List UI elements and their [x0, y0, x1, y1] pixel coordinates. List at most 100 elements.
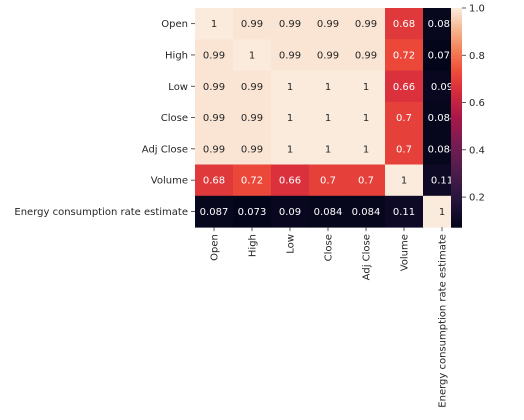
- cell-value-label: 0.99: [241, 113, 263, 124]
- heatmap-cell: [309, 8, 348, 40]
- colorbar-segment: [451, 194, 462, 198]
- colorbar: 0.2 0.4 0.6 0.8 1.0: [451, 4, 485, 228]
- colorbar-segment: [451, 216, 462, 219]
- heatmap-cell: [385, 101, 424, 134]
- cell-value-label: 0.99: [355, 50, 377, 61]
- colorbar-segment: [451, 12, 462, 16]
- heatmap-cell: [233, 39, 272, 72]
- colorbar-segment: [451, 32, 462, 35]
- colorbar-segment: [451, 222, 462, 226]
- colorbar-tick-label: 0.8: [469, 51, 485, 62]
- cell-value-label: 1: [287, 82, 293, 93]
- y-tick-label: Open: [161, 19, 188, 30]
- cell-value-label: 0.7: [396, 113, 412, 124]
- heatmap-cells: 1 0.99 0.99 0.99 0.99 0.68 0.087 0.99 1 0.99 0.99 0…: [195, 8, 462, 228]
- y-tick-label: Energy consumption rate estimate: [14, 207, 188, 218]
- cell-value-label: 0.11: [393, 207, 415, 218]
- cell-value-label: 0.99: [203, 82, 225, 93]
- heatmap-cell: [195, 101, 234, 134]
- colorbar-segment: [451, 124, 462, 127]
- colorbar-segment: [451, 209, 462, 213]
- cell-value-label: 0.68: [203, 176, 225, 187]
- colorbar-segment: [451, 205, 462, 208]
- colorbar-segment: [451, 82, 462, 86]
- cell-value-label: 0.073: [238, 207, 267, 218]
- colorbar-segment: [451, 150, 462, 154]
- cell-value-label: 0.09: [279, 207, 301, 218]
- colorbar-segment: [451, 163, 462, 167]
- y-tick-label: Close: [161, 113, 188, 124]
- cell-value-label: 0.99: [355, 19, 377, 30]
- heatmap-cell: [195, 8, 234, 40]
- colorbar-segment: [451, 213, 462, 217]
- colorbar-segment: [451, 78, 462, 81]
- colorbar-segment: [451, 89, 462, 92]
- colorbar-segment: [451, 165, 462, 169]
- colorbar-segment: [451, 137, 462, 141]
- colorbar-segment: [451, 143, 462, 147]
- colorbar-segment: [451, 21, 462, 24]
- heatmap-cell: [233, 133, 272, 165]
- colorbar-segment: [451, 126, 462, 130]
- heatmap-cell: [347, 164, 386, 197]
- heatmap-cell: [271, 8, 310, 40]
- colorbar-segment: [451, 172, 462, 176]
- heatmap-cell: [195, 39, 234, 72]
- colorbar-segment: [451, 16, 462, 20]
- colorbar-segment: [451, 154, 462, 158]
- cell-value-label: 0.66: [279, 176, 301, 187]
- colorbar-tick-label: 0.2: [469, 193, 485, 204]
- colorbar-segment: [451, 181, 462, 184]
- y-tick-label: Adj Close: [142, 144, 188, 155]
- y-tick-labels: Open High Low Close Adj Close Volume Energy co…: [14, 19, 195, 218]
- colorbar-segment: [451, 220, 462, 224]
- cell-value-label: 0.7: [396, 144, 412, 155]
- colorbar-segment: [451, 132, 462, 136]
- x-tick-label: Energy consumption rate estimate: [438, 234, 449, 408]
- heatmap-cell: [347, 39, 386, 72]
- colorbar-segment: [451, 71, 462, 75]
- heatmap-cell: [233, 164, 272, 197]
- colorbar-segment: [451, 102, 462, 106]
- x-tick-labels: Open High Low Close Adj Close Volume Energy co…: [210, 227, 449, 408]
- heatmap-cell: [309, 195, 348, 228]
- colorbar-segment: [451, 152, 462, 156]
- heatmap-cell: [385, 8, 424, 40]
- heatmap-cell: [385, 195, 424, 228]
- heatmap-cell: [271, 70, 310, 103]
- colorbar-segment: [451, 67, 462, 70]
- heatmap-cell: [347, 133, 386, 165]
- colorbar-segment: [451, 200, 462, 204]
- cell-value-label: 0.073: [428, 50, 457, 61]
- colorbar-segment: [451, 161, 462, 165]
- cell-value-label: 1: [325, 113, 331, 124]
- cell-value-label: 0.7: [320, 176, 336, 187]
- colorbar-segment: [451, 128, 462, 132]
- y-tick-label: Low: [168, 82, 188, 93]
- colorbar-segment: [451, 176, 462, 180]
- cell-value-label: 1: [363, 82, 369, 93]
- cell-value-label: 1: [249, 50, 255, 61]
- heatmap-cell: [309, 39, 348, 72]
- cell-value-label: 0.99: [241, 144, 263, 155]
- colorbar-segment: [451, 135, 462, 138]
- colorbar-tick-label: 0.6: [469, 98, 485, 109]
- cell-value-label: 1: [211, 19, 217, 30]
- cell-value-label: 0.68: [393, 19, 415, 30]
- heatmap-cell: [271, 195, 310, 228]
- colorbar-segment: [451, 119, 462, 123]
- colorbar-segment: [451, 62, 462, 66]
- heatmap-cell: [347, 8, 386, 40]
- cell-value-label: 0.99: [241, 82, 263, 93]
- colorbar-segment: [451, 196, 462, 200]
- cell-value-label: 0.084: [314, 207, 343, 218]
- heatmap-cell: [347, 195, 386, 228]
- colorbar-segment: [451, 170, 462, 173]
- cell-value-label: 0.7: [358, 176, 374, 187]
- colorbar-segment: [451, 84, 462, 88]
- cell-value-label: 0.99: [203, 144, 225, 155]
- cell-value-label: 1: [287, 144, 293, 155]
- cell-value-label: 1: [325, 144, 331, 155]
- cell-value-label: 1: [325, 82, 331, 93]
- colorbar-segment: [451, 156, 462, 160]
